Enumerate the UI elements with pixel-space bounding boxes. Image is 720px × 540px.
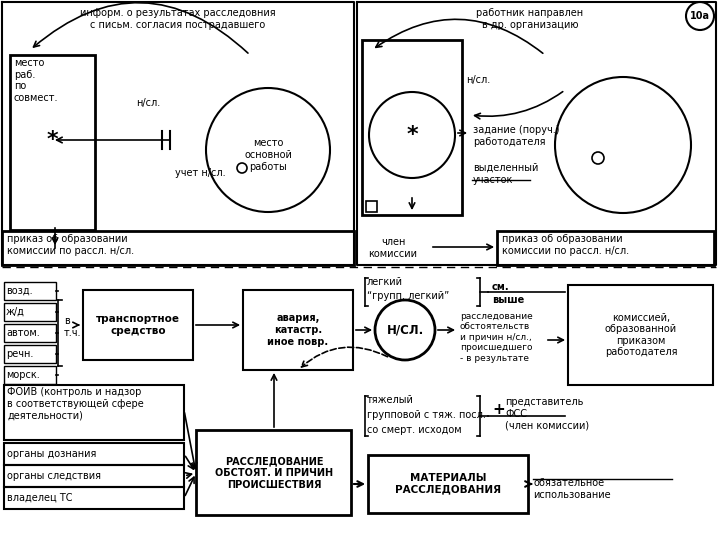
Text: органы следствия: органы следствия bbox=[7, 471, 101, 481]
Text: работник направлен
в др. организацию: работник направлен в др. организацию bbox=[477, 8, 584, 30]
Text: 10а: 10а bbox=[690, 11, 710, 21]
Text: морск.: морск. bbox=[6, 370, 40, 380]
Text: выделенный
участок: выделенный участок bbox=[473, 163, 539, 185]
Bar bbox=[196, 430, 351, 515]
Text: место
основной
работы: место основной работы bbox=[244, 138, 292, 172]
Text: учет н/сл.: учет н/сл. bbox=[175, 168, 225, 178]
Bar bbox=[83, 290, 193, 360]
Text: легкий: легкий bbox=[367, 277, 403, 287]
Bar bbox=[4, 366, 56, 384]
Text: место
раб.
по
совмест.: место раб. по совмест. bbox=[14, 58, 58, 103]
Text: транспортное
средство: транспортное средство bbox=[96, 314, 180, 336]
Text: н/сл.: н/сл. bbox=[466, 75, 490, 85]
Text: возд.: возд. bbox=[6, 286, 32, 296]
Bar bbox=[368, 455, 528, 513]
Bar bbox=[568, 285, 713, 385]
Text: “групп. легкий”: “групп. легкий” bbox=[367, 291, 449, 301]
Text: расследование
обстоятельств
и причин н/сл.,
происшедшего
- в результате: расследование обстоятельств и причин н/с… bbox=[460, 312, 533, 362]
Bar bbox=[4, 324, 56, 342]
Text: выше: выше bbox=[492, 295, 524, 305]
Text: см.: см. bbox=[492, 282, 510, 292]
Text: обязательное
использование: обязательное использование bbox=[533, 478, 611, 500]
Text: задание (поруч.)
работодателя: задание (поруч.) работодателя bbox=[473, 125, 559, 146]
Bar bbox=[366, 201, 377, 212]
Text: РАССЛЕДОВАНИЕ
ОБСТОЯТ. И ПРИЧИН
ПРОИСШЕСТВИЯ: РАССЛЕДОВАНИЕ ОБСТОЯТ. И ПРИЧИН ПРОИСШЕС… bbox=[215, 456, 333, 490]
Bar bbox=[362, 40, 462, 215]
Bar bbox=[4, 385, 184, 440]
Text: ФОИВ (контроль и надзор
в соответствующей сфере
деятельности): ФОИВ (контроль и надзор в соответствующе… bbox=[7, 387, 144, 420]
Text: Н/СЛ.: Н/СЛ. bbox=[387, 323, 423, 336]
Text: групповой с тяж. посл.: групповой с тяж. посл. bbox=[367, 410, 486, 420]
Bar bbox=[4, 443, 184, 465]
Text: +: + bbox=[492, 402, 505, 417]
Text: представитель
ФСС
(член комиссии): представитель ФСС (член комиссии) bbox=[505, 397, 589, 430]
Bar bbox=[243, 290, 353, 370]
Text: тяжелый: тяжелый bbox=[367, 395, 414, 405]
Bar bbox=[4, 487, 184, 509]
Bar bbox=[4, 282, 56, 300]
Text: *: * bbox=[406, 125, 418, 145]
Text: со смерт. исходом: со смерт. исходом bbox=[367, 425, 462, 435]
Text: *: * bbox=[46, 130, 58, 150]
Text: комиссией,
образованной
приказом
работодателя: комиссией, образованной приказом работод… bbox=[605, 313, 678, 357]
Text: автом.: автом. bbox=[6, 328, 40, 338]
Bar bbox=[4, 303, 56, 321]
Text: МАТЕРИАЛЫ
РАССЛЕДОВАНИЯ: МАТЕРИАЛЫ РАССЛЕДОВАНИЯ bbox=[395, 473, 501, 495]
Text: речн.: речн. bbox=[6, 349, 33, 359]
Text: владелец ТС: владелец ТС bbox=[7, 493, 73, 503]
Text: н/сл.: н/сл. bbox=[136, 98, 160, 108]
Text: органы дознания: органы дознания bbox=[7, 449, 96, 459]
Text: член
комиссии: член комиссии bbox=[369, 237, 418, 259]
Text: приказ об образовании
комиссии по рассл. н/сл.: приказ об образовании комиссии по рассл.… bbox=[502, 234, 629, 255]
Text: информ. о результатах расследовния
с письм. согласия пострадавшего: информ. о результатах расследовния с пис… bbox=[80, 8, 276, 30]
Text: авария,
катастр.
иное повр.: авария, катастр. иное повр. bbox=[267, 313, 328, 347]
Bar bbox=[497, 231, 714, 265]
Bar bbox=[4, 465, 184, 487]
Text: в
т.ч.: в т.ч. bbox=[64, 316, 81, 338]
Text: приказ об образовании
комиссии по рассл. н/сл.: приказ об образовании комиссии по рассл.… bbox=[7, 234, 134, 255]
Bar bbox=[10, 55, 95, 230]
Bar bbox=[4, 345, 56, 363]
Text: ж/д: ж/д bbox=[6, 307, 25, 317]
Bar bbox=[2, 231, 354, 265]
